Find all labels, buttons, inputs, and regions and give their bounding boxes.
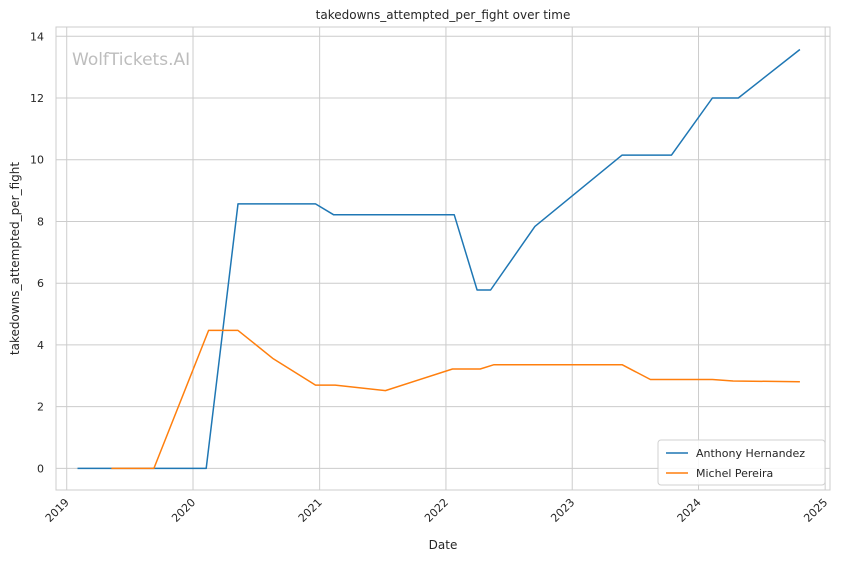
y-tick-label: 2 xyxy=(37,401,44,414)
chart-title: takedowns_attempted_per_fight over time xyxy=(316,8,571,22)
x-tick-labels: 2019 2020 2021 2022 2023 2024 2025 xyxy=(43,496,830,525)
series-line-michel-pereira xyxy=(111,329,800,470)
x-axis-label: Date xyxy=(429,538,458,552)
y-tick-label: 8 xyxy=(37,215,44,228)
grid-lines xyxy=(56,27,830,490)
legend-items: Anthony Hernandez Michel Pereira xyxy=(666,447,805,480)
legend-box xyxy=(657,439,826,486)
y-tick-label: 12 xyxy=(30,92,44,105)
plot-area-frame xyxy=(55,26,831,491)
x-tick-label: 2024 xyxy=(675,496,704,525)
y-tick-label: 0 xyxy=(37,462,44,475)
series-lines xyxy=(77,48,801,470)
x-tick-label: 2022 xyxy=(422,496,451,525)
watermark-text: WolfTickets.AI xyxy=(72,50,190,70)
legend-label: Michel Pereira xyxy=(696,467,773,480)
y-tick-label: 10 xyxy=(30,154,44,167)
y-tick-labels: 0 2 4 6 8 10 12 14 xyxy=(30,30,44,475)
legend-label: Anthony Hernandez xyxy=(696,447,805,460)
y-tick-label: 14 xyxy=(30,30,44,43)
x-tick-label: 2025 xyxy=(801,496,830,525)
legend: Anthony Hernandez Michel Pereira xyxy=(657,439,826,486)
series-line-anthony-hernandez xyxy=(77,48,801,470)
x-tick-label: 2020 xyxy=(169,496,198,525)
y-axis-label: takedowns_attempted_per_fight xyxy=(8,162,22,355)
x-tick-label: 2019 xyxy=(43,496,72,525)
y-tick-label: 6 xyxy=(37,277,44,290)
x-tick-label: 2021 xyxy=(296,496,325,525)
x-tick-label: 2023 xyxy=(548,496,577,525)
y-tick-label: 4 xyxy=(37,339,44,352)
